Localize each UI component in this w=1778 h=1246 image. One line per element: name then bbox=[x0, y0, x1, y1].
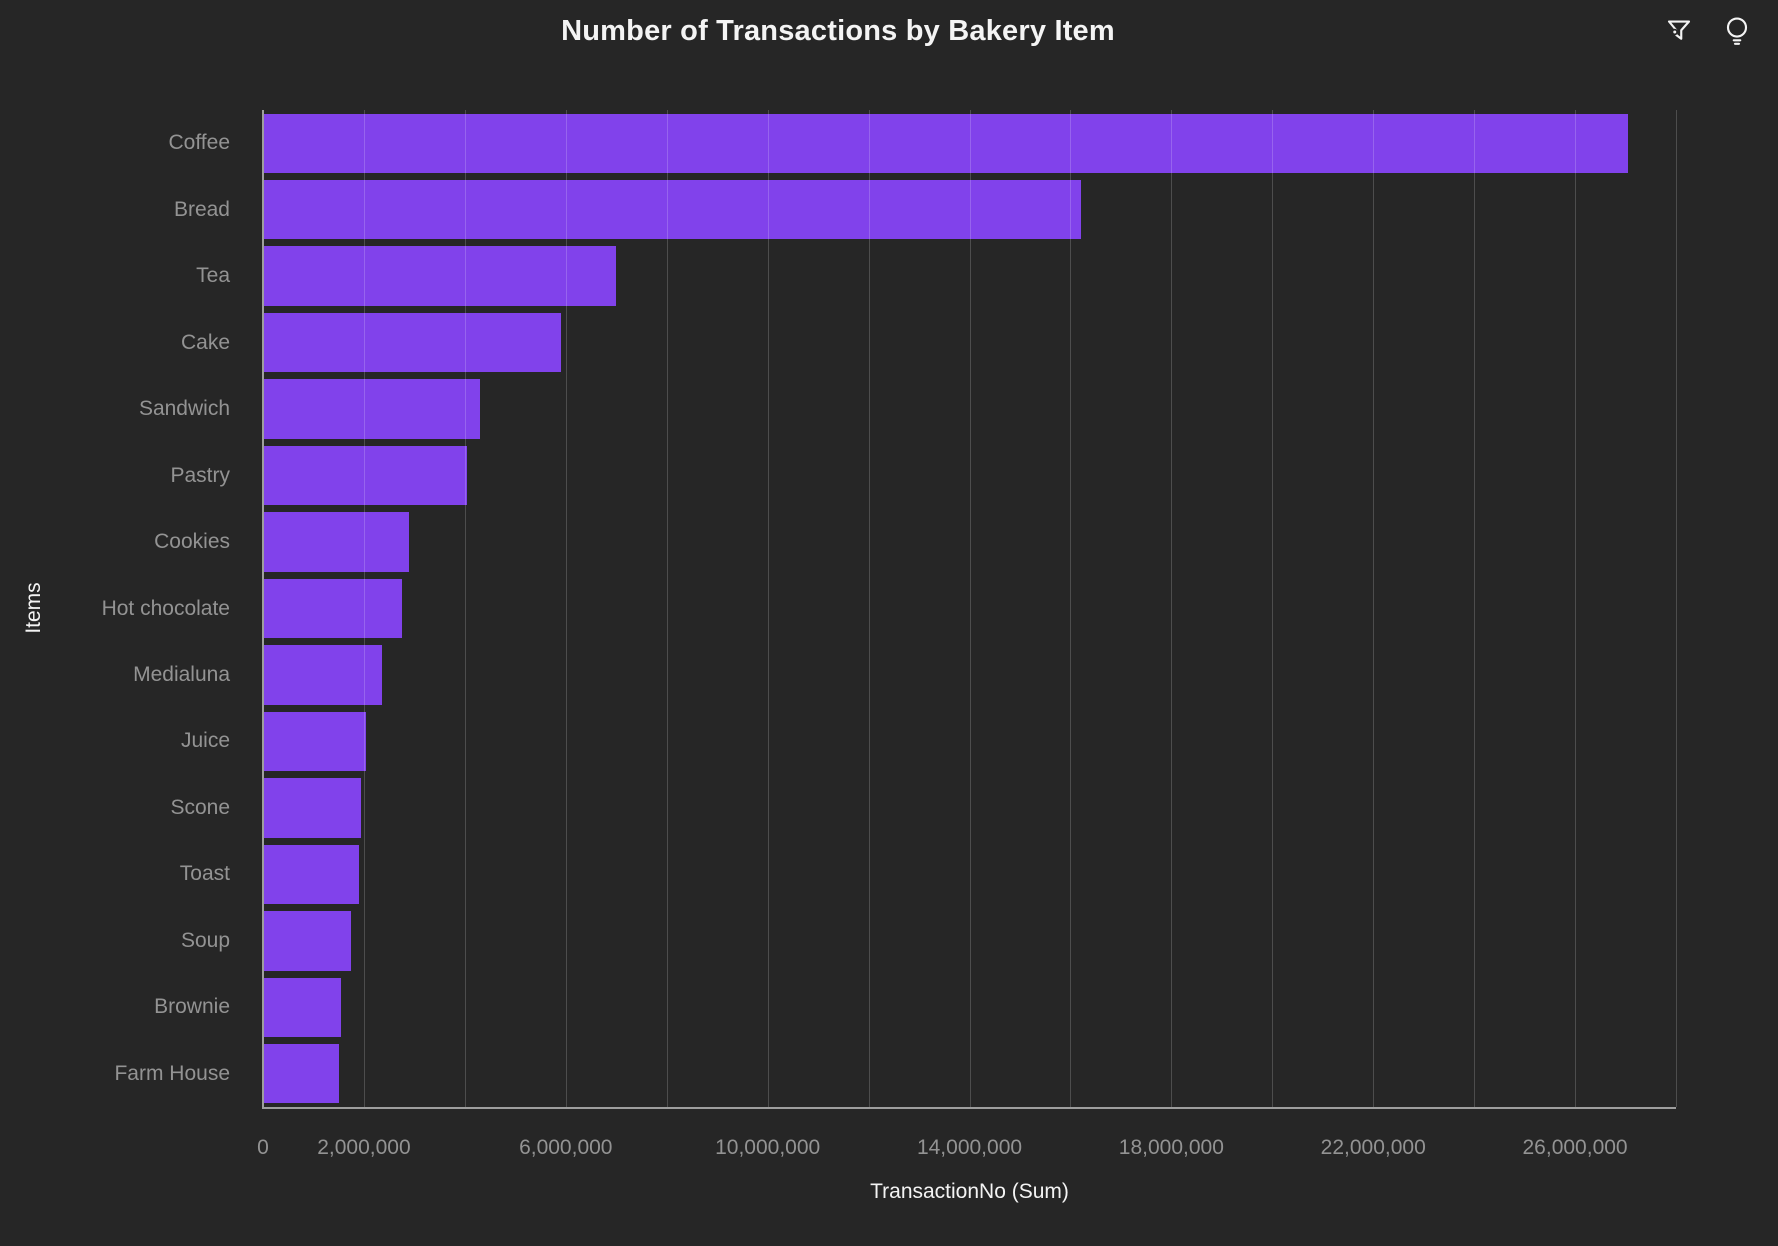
bar-farm-house[interactable] bbox=[263, 1044, 339, 1104]
gridline bbox=[1373, 110, 1375, 1107]
plot-area bbox=[262, 110, 1677, 1109]
y-label-farm-house: Farm House bbox=[114, 1061, 230, 1085]
bar-toast[interactable] bbox=[263, 844, 359, 905]
x-tick-26-000-000: 26,000,000 bbox=[1522, 1136, 1628, 1159]
gridline bbox=[1575, 110, 1577, 1107]
x-axis-line bbox=[262, 1107, 1676, 1109]
x-tick-0: 0 bbox=[257, 1136, 269, 1159]
y-label-toast: Toast bbox=[179, 862, 230, 886]
gridline bbox=[565, 110, 567, 1107]
gridline bbox=[767, 110, 769, 1107]
y-label-pastry: Pastry bbox=[170, 463, 230, 487]
bar-brownie[interactable] bbox=[263, 977, 342, 1038]
y-label-coffee: Coffee bbox=[168, 131, 231, 155]
y-label-scone: Scone bbox=[170, 795, 230, 819]
gridline bbox=[1070, 110, 1072, 1107]
y-label-medialuna: Medialuna bbox=[133, 662, 230, 686]
bar-coffee[interactable] bbox=[263, 113, 1629, 173]
gridline bbox=[1171, 110, 1173, 1107]
filter-icon-button[interactable] bbox=[1662, 14, 1696, 48]
bar-juice[interactable] bbox=[263, 711, 367, 772]
bar-cake[interactable] bbox=[263, 312, 561, 373]
x-tick-22-000-000: 22,000,000 bbox=[1320, 1136, 1426, 1159]
gridline bbox=[1676, 110, 1677, 1107]
bar-cookies[interactable] bbox=[263, 512, 410, 572]
x-tick-10-000-000: 10,000,000 bbox=[715, 1136, 821, 1159]
gridline bbox=[363, 110, 365, 1107]
widget-toolbar bbox=[1662, 14, 1754, 48]
y-axis-line bbox=[262, 110, 264, 1107]
bar-scone[interactable] bbox=[263, 778, 362, 838]
bar-sandwich[interactable] bbox=[263, 379, 480, 439]
bar-tea[interactable] bbox=[263, 246, 617, 306]
y-label-bread: Bread bbox=[173, 197, 230, 221]
y-label-hot-chocolate: Hot chocolate bbox=[101, 596, 230, 620]
bar-pastry[interactable] bbox=[263, 445, 468, 506]
gridline bbox=[868, 110, 870, 1107]
gridline bbox=[969, 110, 971, 1107]
x-tick-2-000-000: 2,000,000 bbox=[317, 1136, 411, 1159]
gridline bbox=[666, 110, 668, 1107]
filter-icon bbox=[1664, 15, 1694, 48]
y-label-cake: Cake bbox=[180, 330, 230, 354]
chart-header: Number of Transactions by Bakery Item bbox=[0, 14, 1676, 48]
x-tick-18-000-000: 18,000,000 bbox=[1118, 1136, 1224, 1159]
x-tick-14-000-000: 14,000,000 bbox=[916, 1136, 1023, 1159]
y-label-soup: Soup bbox=[180, 928, 230, 952]
bar-medialuna[interactable] bbox=[263, 645, 382, 705]
x-tick-6-000-000: 6,000,000 bbox=[519, 1136, 613, 1159]
y-label-cookies: Cookies bbox=[154, 530, 230, 554]
insights-icon-button[interactable] bbox=[1720, 14, 1754, 48]
gridline bbox=[1272, 110, 1274, 1107]
insights-lightbulb-icon bbox=[1722, 15, 1752, 48]
y-label-juice: Juice bbox=[180, 729, 230, 753]
x-axis-title: TransactionNo (Sum) bbox=[870, 1180, 1069, 1203]
gridline bbox=[464, 110, 466, 1107]
y-label-tea: Tea bbox=[196, 264, 230, 288]
bar-soup[interactable] bbox=[263, 911, 352, 971]
bar-hot-chocolate[interactable] bbox=[263, 578, 402, 639]
gridline bbox=[1474, 110, 1476, 1107]
y-label-brownie: Brownie bbox=[154, 995, 230, 1019]
y-label-sandwich: Sandwich bbox=[138, 397, 230, 421]
chart-title: Number of Transactions by Bakery Item bbox=[561, 15, 1115, 47]
bar-bread[interactable] bbox=[263, 179, 1081, 240]
